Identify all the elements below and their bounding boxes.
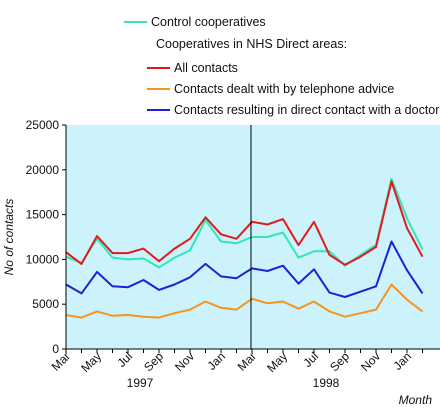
legend-group-heading: Cooperatives in NHS Direct areas: bbox=[156, 37, 347, 51]
x-tick-label: May bbox=[264, 349, 290, 375]
series-lines bbox=[65, 177, 424, 319]
y-tick-label: 15000 bbox=[26, 208, 60, 222]
x-axis-label: Month bbox=[399, 393, 433, 407]
year-label-1998: 1998 bbox=[313, 376, 340, 390]
legend-label-telephone: Contacts dealt with by telephone advice bbox=[174, 82, 394, 96]
legend: Control cooperatives Cooperatives in NHS… bbox=[124, 15, 439, 117]
x-tick-label: Mar bbox=[235, 349, 260, 374]
control-cooperatives-line bbox=[65, 177, 424, 269]
y-tick-label: 25000 bbox=[26, 118, 60, 132]
x-tick-label: Sep bbox=[327, 349, 352, 374]
x-tick-label: Jul bbox=[300, 349, 321, 370]
legend-label-control: Control cooperatives bbox=[151, 15, 266, 29]
y-axis-label: No of contacts bbox=[2, 199, 16, 276]
x-tick-label: May bbox=[78, 349, 104, 375]
legend-label-doctor: Contacts resulting in direct contact wit… bbox=[174, 103, 439, 117]
y-tick-label: 0 bbox=[52, 342, 59, 356]
x-tick-label: Jan bbox=[391, 349, 415, 373]
telephone-advice-line bbox=[65, 283, 424, 319]
y-axis-ticks: 0 5000 10000 15000 20000 25000 bbox=[26, 118, 66, 356]
x-tick-label: Jan bbox=[205, 349, 229, 373]
x-axis-ticks: Mar May Jul Sep Nov Jan Mar May Jul Sep Nov Jan bbox=[49, 349, 423, 375]
all-contacts-line bbox=[65, 180, 424, 266]
x-tick-label: Jul bbox=[114, 349, 135, 370]
year-label-1997: 1997 bbox=[127, 376, 154, 390]
doctor-contact-line bbox=[65, 240, 424, 298]
y-tick-label: 5000 bbox=[32, 297, 59, 311]
y-tick-label: 20000 bbox=[26, 163, 60, 177]
legend-label-all: All contacts bbox=[174, 61, 238, 75]
x-tick-label: Sep bbox=[141, 349, 166, 374]
x-tick-label: Nov bbox=[172, 349, 197, 374]
y-tick-label: 10000 bbox=[26, 252, 60, 266]
x-tick-label: Nov bbox=[358, 349, 383, 374]
